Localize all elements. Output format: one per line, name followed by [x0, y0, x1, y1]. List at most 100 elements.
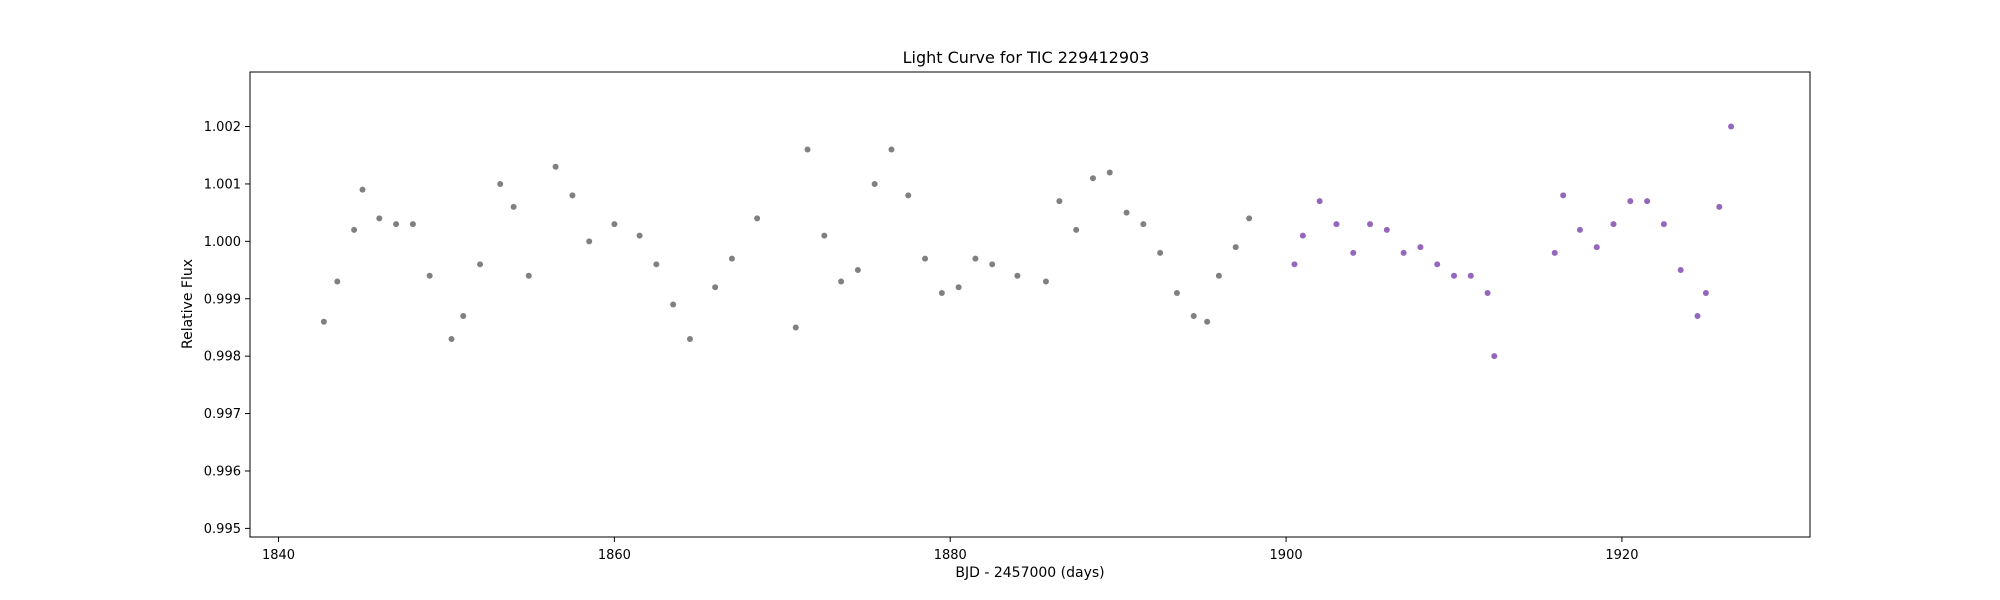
data-point [1173, 290, 1180, 297]
data-point [1660, 221, 1667, 228]
data-point [1333, 221, 1340, 228]
data-point [1491, 353, 1498, 360]
x-axis: 1840 1860 1880 1900 1920 [262, 537, 1638, 563]
y-tick-label: 1.000 [204, 235, 241, 250]
y-tick-label: 1.002 [204, 120, 241, 135]
data-point [525, 272, 532, 279]
data-point [1140, 221, 1147, 228]
data-point [938, 290, 945, 297]
data-point [905, 192, 912, 199]
data-point [972, 255, 979, 262]
data-point [393, 221, 400, 228]
y-axis: 0.995 0.996 0.997 0.998 0.999 1.000 1.001 1.002 [204, 120, 250, 537]
data-point [1451, 272, 1458, 279]
data-point [477, 261, 484, 268]
data-point [821, 232, 828, 239]
data-point [586, 238, 593, 245]
data-point [569, 192, 576, 199]
data-point [670, 301, 677, 308]
data-point [1204, 318, 1211, 325]
data-point [460, 312, 467, 319]
data-point [1610, 221, 1617, 228]
data-point [838, 278, 845, 285]
data-point [1215, 272, 1222, 279]
data-point [1383, 226, 1390, 233]
data-point [1434, 261, 1441, 268]
y-tick-label: 0.999 [204, 292, 241, 307]
x-tick-label: 1880 [934, 548, 967, 563]
data-point [804, 146, 811, 153]
y-tick-label: 0.998 [204, 350, 241, 365]
data-point [497, 180, 504, 187]
data-point [754, 215, 761, 222]
data-point [1367, 221, 1374, 228]
data-point [989, 261, 996, 268]
data-point [426, 272, 433, 279]
data-point [376, 215, 383, 222]
data-point [1728, 123, 1735, 130]
x-tick-label: 1840 [262, 548, 295, 563]
data-point [1484, 290, 1491, 297]
data-point [653, 261, 660, 268]
data-point [1123, 209, 1130, 216]
chart-title: Light Curve for TIC 229412903 [903, 48, 1150, 67]
x-axis-label: BJD - 2457000 (days) [955, 565, 1104, 581]
data-point [1291, 261, 1298, 268]
data-point [409, 221, 416, 228]
data-point [1316, 198, 1323, 205]
x-tick-label: 1860 [598, 548, 631, 563]
data-point [351, 226, 358, 233]
data-point [922, 255, 929, 262]
data-point [636, 232, 643, 239]
data-point [510, 203, 517, 210]
data-point [320, 318, 327, 325]
y-axis-label: Relative Flux [180, 259, 196, 349]
data-point [448, 335, 455, 342]
data-point [728, 255, 735, 262]
data-point [552, 163, 559, 170]
data-point [871, 180, 878, 187]
plot-frame [249, 71, 1811, 538]
x-tick-label: 1900 [1270, 548, 1303, 563]
data-point [792, 324, 799, 331]
y-tick-label: 0.996 [204, 464, 241, 479]
data-point [1190, 312, 1197, 319]
data-point [1350, 249, 1357, 256]
data-point [1467, 272, 1474, 279]
data-point [1593, 244, 1600, 251]
y-tick-label: 0.997 [204, 407, 241, 422]
x-tick-label: 1920 [1605, 548, 1638, 563]
data-point [1644, 198, 1651, 205]
data-points-layer [320, 123, 1735, 360]
y-tick-label: 1.001 [204, 177, 241, 192]
data-point [1157, 249, 1164, 256]
data-point [1056, 198, 1063, 205]
data-point [1627, 198, 1634, 205]
data-point [1073, 226, 1080, 233]
data-point [712, 284, 719, 291]
data-point [1232, 244, 1239, 251]
data-point [1299, 232, 1306, 239]
data-point [1014, 272, 1021, 279]
data-point [888, 146, 895, 153]
data-point [1106, 169, 1113, 176]
data-point [359, 186, 366, 193]
data-point [1089, 175, 1096, 182]
data-point [1702, 290, 1709, 297]
data-point [1576, 226, 1583, 233]
data-point [686, 335, 693, 342]
data-point [1042, 278, 1049, 285]
data-point [611, 221, 618, 228]
data-point [1246, 215, 1253, 222]
data-point [1560, 192, 1567, 199]
y-tick-label: 0.995 [204, 522, 241, 537]
data-point [1677, 267, 1684, 274]
data-point [1417, 244, 1424, 251]
data-point [1400, 249, 1407, 256]
data-point [334, 278, 341, 285]
data-point [1551, 249, 1558, 256]
data-point [854, 267, 861, 274]
data-point [1694, 312, 1701, 319]
data-point [955, 284, 962, 291]
